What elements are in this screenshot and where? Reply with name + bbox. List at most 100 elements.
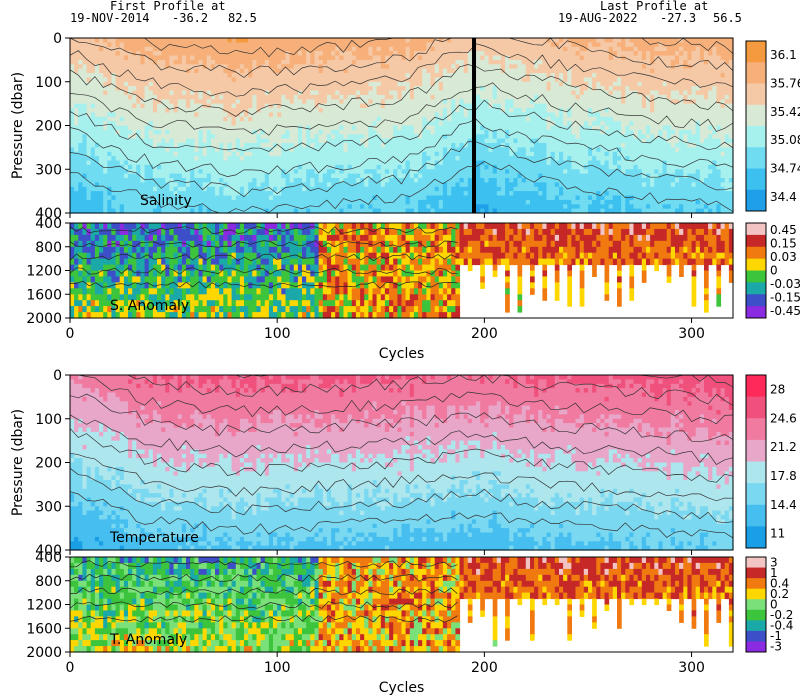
- colorbar-tick-label: 1: [770, 566, 778, 580]
- salinity-anomaly-contours: [69, 226, 458, 289]
- temperature-anomaly-contour-line: [69, 587, 458, 596]
- colorbar-tick-label: -0.2: [770, 608, 793, 622]
- y-tick-label: 2000: [26, 645, 62, 661]
- salinity-anomaly-colorbar: 0.450.150.030-0.03-0.15-0.45: [745, 222, 800, 319]
- colorbar-frame: [745, 374, 767, 549]
- y-tick-label: 0: [53, 368, 62, 384]
- temperature-anomaly-x-axis: 0 100 200 300 Cycles: [66, 652, 705, 696]
- temperature-anomaly-field: [70, 557, 734, 653]
- last-profile-date: 19-AUG-2022: [558, 11, 638, 25]
- colorbar-swatch: [746, 630, 766, 642]
- colorbar-swatch: [746, 270, 766, 283]
- temperature-anomaly-contour-line: [69, 601, 458, 610]
- y-tick-label: 1600: [26, 621, 62, 637]
- x-tick-label: 100: [264, 326, 291, 342]
- colorbar-swatch: [746, 439, 766, 462]
- colorbar-swatch: [746, 641, 766, 653]
- salinity-contour-line: [69, 64, 734, 117]
- y-tick-label: 100: [35, 75, 62, 91]
- salinity-field: [70, 38, 734, 214]
- temperature-contour-line: [69, 414, 734, 465]
- temperature-anomaly-contour-line: [69, 560, 458, 568]
- colorbar-tick-label: 0.4: [770, 576, 789, 590]
- colorbar-swatch: [746, 189, 766, 212]
- colorbar-frame: [745, 556, 767, 653]
- salinity-anomaly-contour-line: [69, 253, 458, 262]
- y-tick-label: 400: [35, 206, 62, 222]
- colorbar-swatch: [746, 588, 766, 600]
- salinity-anomaly-contour-line: [69, 280, 458, 289]
- first-profile-lat: -36.2: [172, 11, 209, 25]
- temperature-anomaly-contour-line: [69, 573, 458, 582]
- colorbar-tick-label: -0.03: [770, 277, 800, 291]
- temperature-colorbar: 28 24.6 21.2 17.8 14.4 11: [745, 374, 797, 549]
- salinity-anomaly-y-axis: 400 800 1200 1600 2000: [26, 216, 70, 327]
- x-tick-label: 0: [66, 326, 75, 342]
- salinity-x-axis: [69, 213, 693, 218]
- y-tick-label: 300: [35, 499, 62, 515]
- y-tick-label: 200: [35, 456, 62, 472]
- colorbar-tick-label: 0.2: [770, 587, 789, 601]
- colorbar-tick-label: -0.45: [770, 304, 800, 318]
- temperature-contour-line: [70, 374, 734, 425]
- temperature-contour-line: [70, 374, 734, 406]
- x-tick-label: 200: [471, 660, 498, 676]
- temperature-anomaly-y-axis: 400 800 1200 1600 2000: [26, 550, 70, 661]
- temperature-anomaly-contours: [69, 560, 458, 623]
- colorbar-tick-label: 0: [770, 264, 778, 278]
- salinity-gap-line: [472, 38, 477, 213]
- colorbar-tick-label: 3: [770, 555, 778, 569]
- colorbar-tick-label: 11: [770, 527, 785, 541]
- temperature-field: [70, 375, 734, 551]
- y-tick-label: 1600: [26, 287, 62, 303]
- salinity-panel: 0 100 200 300 400 Pressure (dbar) Salinity 36.1…: [10, 31, 800, 222]
- colorbar-swatch: [746, 41, 766, 63]
- salinity-contour-line: [69, 118, 734, 177]
- colorbar-swatch: [746, 620, 766, 632]
- temperature-contour-line: [69, 467, 734, 524]
- y-tick-label: 400: [35, 550, 62, 566]
- colorbar-swatch: [746, 578, 766, 590]
- colorbar-tick-label: 0.45: [770, 223, 797, 237]
- x-tick-label: 100: [264, 660, 291, 676]
- salinity-contour-line: [69, 99, 734, 152]
- salinity-y-label: Pressure (dbar): [10, 72, 26, 179]
- colorbar-tick-label: 35.08: [770, 133, 800, 147]
- temperature-anomaly-colorbar: 310.40.20-0.2-0.4-1-3: [745, 555, 793, 654]
- colorbar-tick-label: 35.42: [770, 105, 800, 119]
- colorbar-swatch: [746, 104, 766, 127]
- colorbar-swatch: [746, 223, 766, 236]
- first-profile-lon: 82.5: [228, 11, 257, 25]
- colorbar-tick-label: -1: [770, 629, 782, 643]
- salinity-anomaly-x-label: Cycles: [379, 346, 425, 362]
- colorbar-swatch: [746, 526, 766, 549]
- salinity-anomaly-contour-line: [69, 267, 458, 275]
- colorbar-tick-label: -3: [770, 640, 782, 654]
- colorbar-swatch: [746, 126, 766, 148]
- colorbar-tick-label: -0.4: [770, 619, 793, 633]
- colorbar-swatch: [746, 168, 766, 191]
- salinity-colorbar: 36.1 35.76 35.42 35.08 34.74 34.4: [745, 40, 800, 212]
- salinity-anomaly-annotation: S. Anomaly: [110, 298, 189, 314]
- temperature-contour-line: [69, 393, 734, 443]
- salinity-anomaly-x-axis: 0 100 200 300 Cycles: [66, 318, 705, 362]
- colorbar-swatch: [746, 246, 766, 260]
- colorbar-swatch: [746, 418, 766, 441]
- temperature-y-label: Pressure (dbar): [10, 409, 26, 516]
- colorbar-tick-label: 0: [770, 598, 778, 612]
- salinity-anomaly-field: [70, 223, 734, 319]
- temperature-x-axis: [69, 550, 693, 555]
- colorbar-tick-label: 34.74: [770, 162, 800, 176]
- y-tick-label: 100: [35, 412, 62, 428]
- colorbar-swatch: [746, 306, 766, 319]
- colorbar-swatch: [746, 504, 766, 527]
- y-tick-label: 400: [35, 216, 62, 232]
- salinity-anomaly-contour-line: [69, 226, 458, 234]
- temperature-contour-line: [69, 428, 734, 483]
- colorbar-tick-label: -0.15: [770, 291, 800, 305]
- temperature-anomaly-annotation: T. Anomaly: [109, 632, 187, 648]
- colorbar-tick-label: 14.4: [770, 498, 797, 512]
